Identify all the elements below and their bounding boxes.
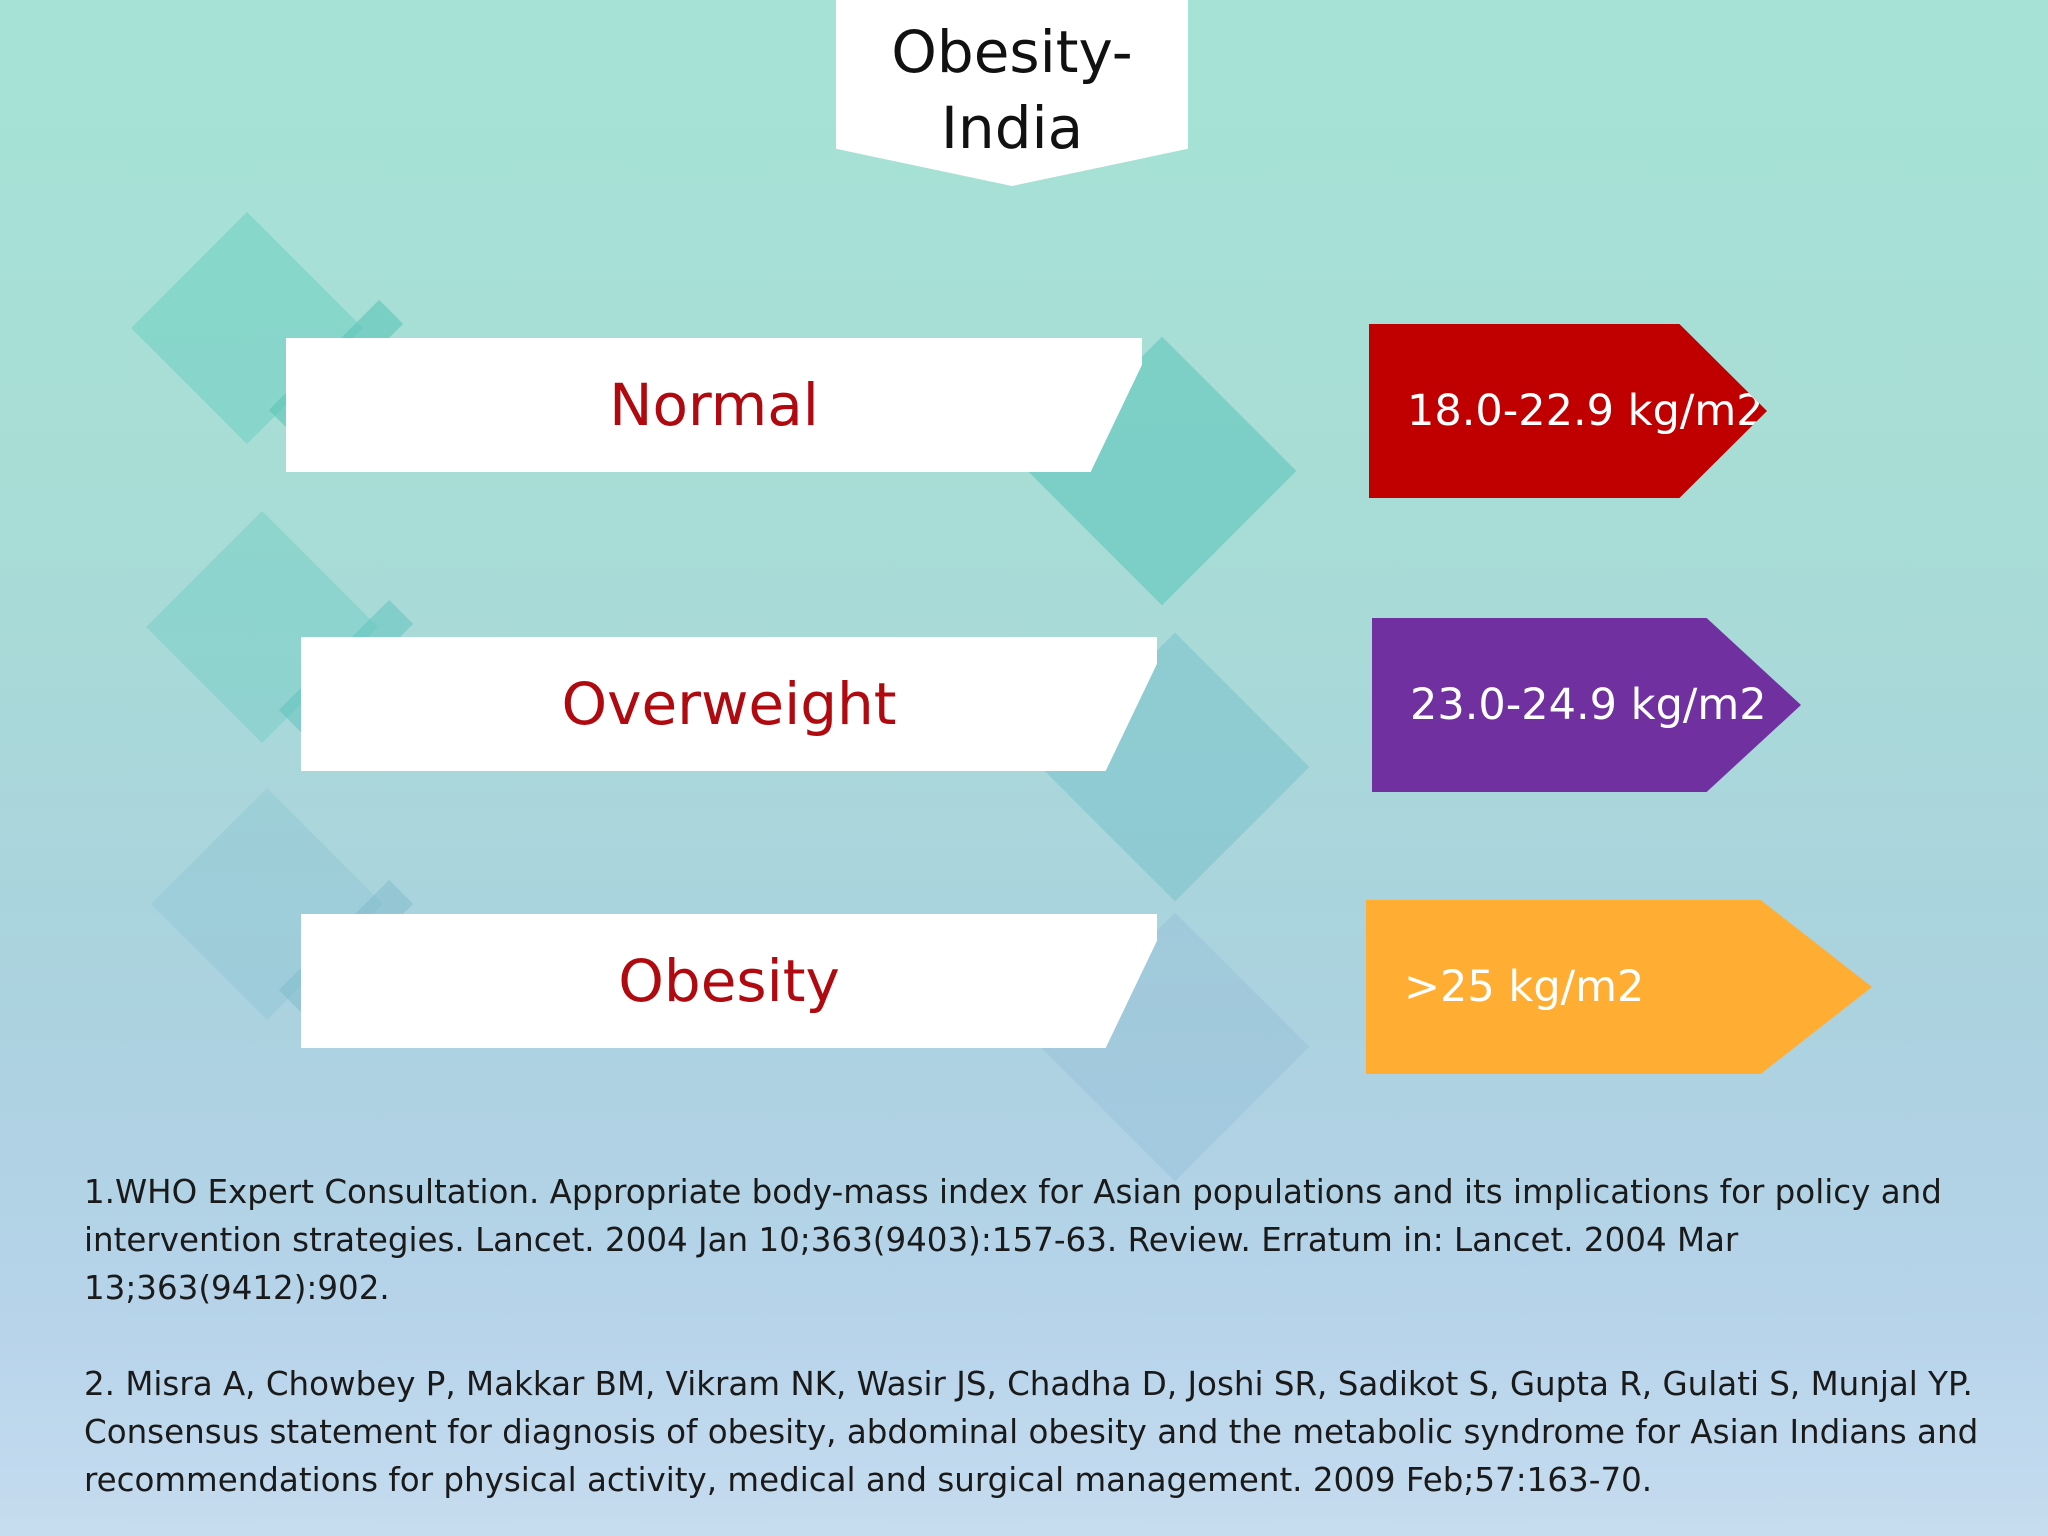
range-normal: 18.0-22.9 kg/m2 [1369,324,1767,498]
title-banner: Obesity- India [836,0,1188,186]
reference-1: 1.WHO Expert Consultation. Appropriate b… [84,1173,1942,1307]
range-overweight: 23.0-24.9 kg/m2 [1372,618,1801,792]
references: 1.WHO Expert Consultation. Appropriate b… [84,1168,1984,1504]
reference-2: 2. Misra A, Chowbey P, Makkar BM, Vikram… [84,1365,1979,1499]
page-title: Obesity- India [891,18,1133,162]
range-obesity: >25 kg/m2 [1366,900,1872,1074]
category-obesity: Obesity [301,914,1157,1048]
category-normal: Normal [286,338,1142,472]
category-overweight: Overweight [301,637,1157,771]
